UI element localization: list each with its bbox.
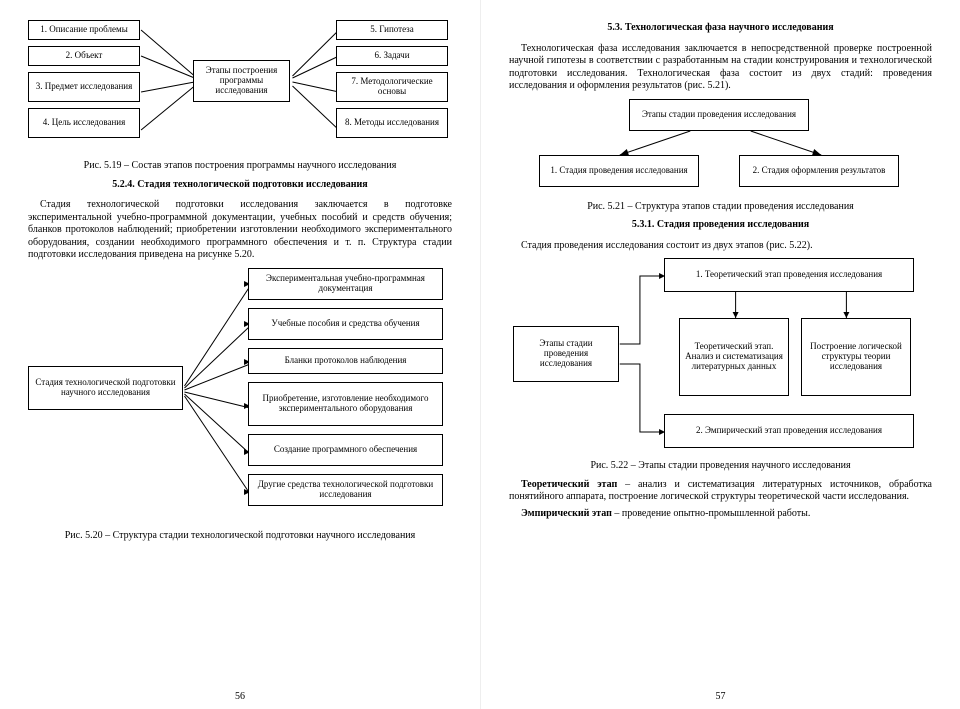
fig522-bot: 2. Эмпирический этап проведения исследов… <box>664 414 914 448</box>
fig519-left-1: 1. Описание проблемы <box>28 20 140 40</box>
fig519-right-1: 5. Гипотеза <box>336 20 448 40</box>
fig519-left-2: 2. Объект <box>28 46 140 66</box>
fig521-top: Этапы стадии проведения исследования <box>629 99 809 131</box>
caption-5-22: Рис. 5.22 – Этапы стадии проведения науч… <box>509 460 932 473</box>
bold-empirical: Эмпирический этап <box>521 508 612 519</box>
fig-5-22: 1. Теоретический этап проведения исследо… <box>509 256 932 456</box>
heading-5-3: 5.3. Технологическая фаза научного иссле… <box>509 22 932 35</box>
page-57: 5.3. Технологическая фаза научного иссле… <box>480 0 960 709</box>
fig520-r4: Приобретение, изготовление необходимого … <box>248 382 443 426</box>
para-5-3: Технологическая фаза исследования заключ… <box>509 43 932 93</box>
para-5-2-4: Стадия технологической подготовки исслед… <box>28 199 452 262</box>
fig522-top: 1. Теоретический этап проведения исследо… <box>664 258 914 292</box>
fig522-left: Этапы стадии проведения исследования <box>513 326 619 382</box>
page-number-56: 56 <box>0 691 480 704</box>
fig519-right-4: 8. Методы исследования <box>336 108 448 138</box>
page-56: 1. Описание проблемы 2. Объект 3. Предме… <box>0 0 480 709</box>
caption-5-20: Рис. 5.20 – Структура стадии технологиче… <box>28 530 452 543</box>
page-number-57: 57 <box>481 691 960 704</box>
heading-5-2-4: 5.2.4. Стадия технологической подготовки… <box>28 179 452 192</box>
fig-5-20: Стадия технологической подготовки научно… <box>28 266 452 526</box>
fig-5-19: 1. Описание проблемы 2. Объект 3. Предме… <box>28 16 452 156</box>
page-spread: 1. Описание проблемы 2. Объект 3. Предме… <box>0 0 960 709</box>
fig519-center: Этапы построения программы исследования <box>193 60 290 102</box>
fig522-mid2: Построение логической структуры теории и… <box>801 318 911 396</box>
bold-theoretical: Теоретический этап <box>521 479 617 490</box>
fig520-r5: Создание программного обеспечения <box>248 434 443 466</box>
fig520-r3: Бланки протоколов наблюдения <box>248 348 443 374</box>
fig520-r6: Другие средства технологической подготов… <box>248 474 443 506</box>
fig519-left-3: 3. Предмет исследования <box>28 72 140 102</box>
text-empirical: – проведение опытно-промышленной работы. <box>614 508 810 519</box>
para-theoretical: Теоретический этап – анализ и систематиз… <box>509 479 932 504</box>
caption-5-19: Рис. 5.19 – Состав этапов построения про… <box>28 160 452 173</box>
fig521-b2: 2. Стадия оформления результатов <box>739 155 899 187</box>
fig519-left-4: 4. Цель исследования <box>28 108 140 138</box>
fig522-mid1: Теоретический этап. Анализ и систематиза… <box>679 318 789 396</box>
para-empirical: Эмпирический этап – проведение опытно-пр… <box>509 508 932 521</box>
fig520-r1: Экспериментальная учебно-программная док… <box>248 268 443 300</box>
fig521-b1: 1. Стадия проведения исследования <box>539 155 699 187</box>
heading-5-3-1: 5.3.1. Стадия проведения исследования <box>509 219 932 232</box>
fig519-right-3: 7. Методологические основы <box>336 72 448 102</box>
fig519-right-2: 6. Задачи <box>336 46 448 66</box>
para-5-3-1: Стадия проведения исследования состоит и… <box>509 240 932 253</box>
fig520-r2: Учебные пособия и средства обучения <box>248 308 443 340</box>
caption-5-21: Рис. 5.21 – Структура этапов стадии пров… <box>509 201 932 214</box>
fig520-left: Стадия технологической подготовки научно… <box>28 366 183 410</box>
fig-5-21: Этапы стадии проведения исследования 1. … <box>509 97 932 197</box>
